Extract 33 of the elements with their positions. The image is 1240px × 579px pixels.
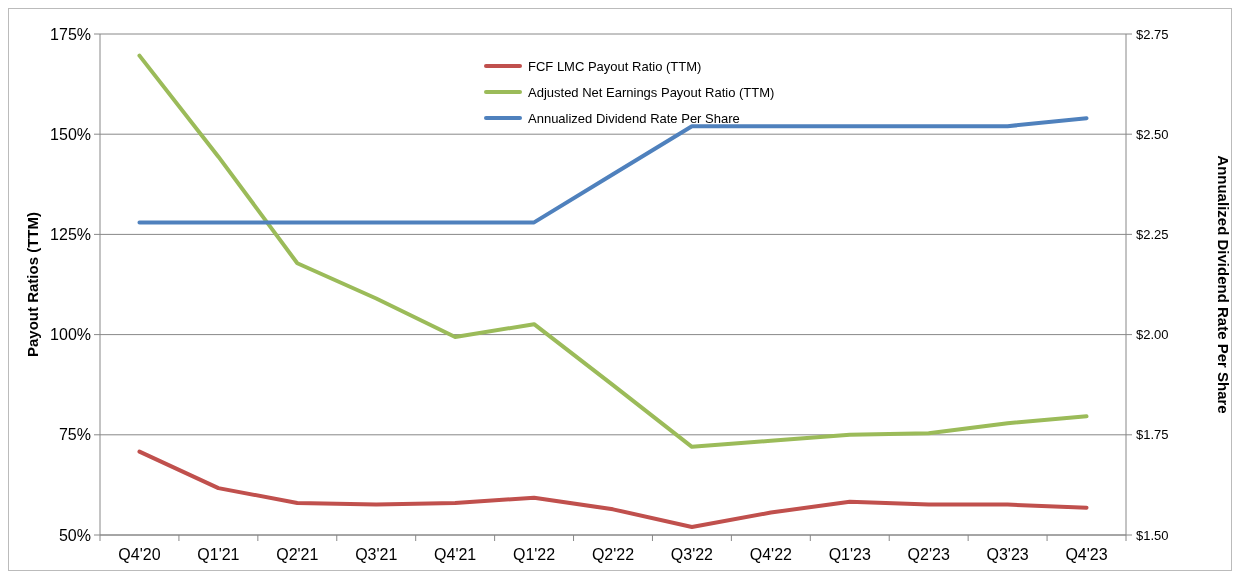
x-tick-label: Q2'23	[907, 546, 950, 563]
x-tick-label: Q2'21	[276, 546, 319, 563]
x-tick-label: Q4'20	[118, 546, 161, 563]
x-tick-label: Q1'23	[828, 546, 871, 563]
legend-label: FCF LMC Payout Ratio (TTM)	[528, 58, 702, 74]
y2-tick-label: $1.75	[1136, 427, 1169, 443]
x-tick-label: Q4'21	[434, 546, 477, 563]
x-tick-label: Q1'21	[197, 546, 240, 563]
line-series	[137, 116, 1089, 225]
y-tick-label: 100%	[50, 326, 91, 344]
x-tick-label: Q3'21	[355, 546, 398, 563]
y2-tick-label: $2.75	[1136, 26, 1169, 42]
y2-tick-label: $2.50	[1136, 126, 1169, 142]
y-tick-label: 50%	[58, 526, 91, 544]
line-series	[137, 449, 1089, 529]
x-tick-label: Q4'22	[749, 546, 793, 563]
x-tick-label: Q3'22	[670, 546, 714, 563]
y-tick-label: 125%	[50, 226, 91, 243]
y-tick-label: 175%	[50, 25, 91, 43]
legend-label: Annualized Dividend Rate Per Share	[528, 110, 740, 126]
y2-tick-label: $2.25	[1136, 226, 1169, 242]
y2-tick-label: $1.50	[1136, 527, 1169, 543]
y-tick-label: 75%	[58, 426, 91, 444]
x-tick-label: Q4'23	[1065, 546, 1108, 563]
line-series	[137, 53, 1089, 449]
x-tick-label: Q3'23	[986, 546, 1029, 563]
y-axis-title: Payout Ratios (TTM)	[24, 212, 41, 357]
legend-label: Adjusted Net Earnings Payout Ratio (TTM)	[528, 84, 775, 100]
y-tick-label: 150%	[50, 125, 91, 143]
x-tick-label: Q1'22	[512, 546, 556, 563]
y2-tick-label: $2.00	[1136, 327, 1169, 343]
y2-axis-title: Annualized Dividend Rate Per Share	[1215, 155, 1232, 414]
x-tick-label: Q2'22	[591, 546, 635, 563]
